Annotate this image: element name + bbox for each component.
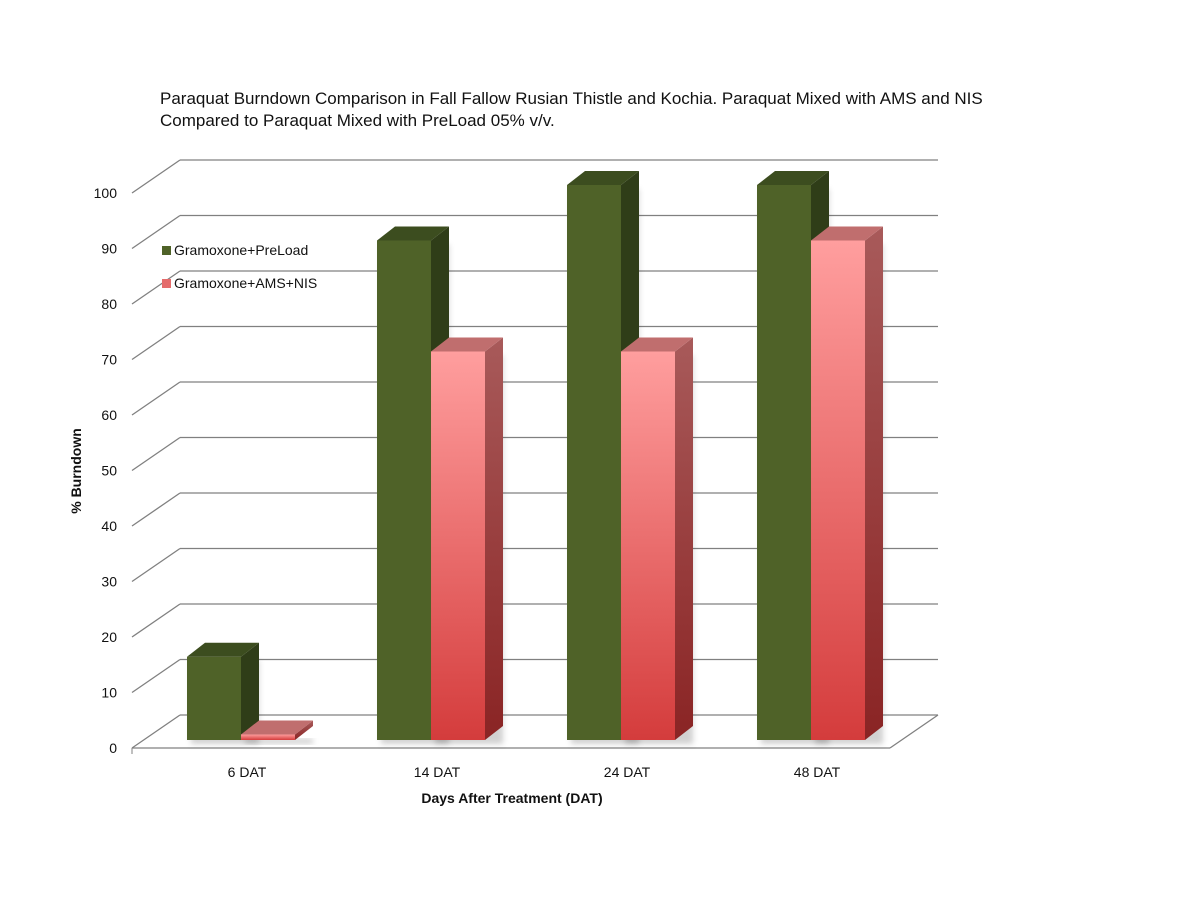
bar-gramoxone-preload-6-dat [187, 642, 259, 744]
bar-top [187, 642, 259, 657]
bar-front [621, 351, 675, 740]
gridline-depth-20 [131, 603, 181, 638]
bar-shadow [245, 738, 313, 744]
bar-gramoxone-ams-nis-24-dat [621, 337, 693, 744]
chart-title: Paraquat Burndown Comparison in Fall Fal… [160, 88, 1120, 132]
x-tick-label-48-dat: 48 DAT [794, 764, 841, 780]
y-tick-label-10: 10 [101, 685, 117, 701]
x-tick-label-6-dat: 6 DAT [228, 764, 267, 780]
gridline-depth-50 [131, 436, 181, 472]
y-tick-label-50: 50 [101, 463, 117, 479]
bar-front [431, 351, 485, 740]
bar-side [485, 337, 503, 740]
bar-front [241, 734, 295, 740]
y-tick-label-70: 70 [101, 352, 117, 368]
chart-title-line-1: Paraquat Burndown Comparison in Fall Fal… [160, 89, 983, 108]
bar-gramoxone-ams-nis-48-dat [811, 226, 883, 744]
legend-item-2: Gramoxone+AMS+NIS [162, 275, 317, 291]
chart-title-line-2: Compared to Paraquat Mixed with PreLoad … [160, 111, 555, 130]
y-tick-label-20: 20 [101, 629, 117, 645]
y-tick-label-90: 90 [101, 241, 117, 257]
bar-top [811, 226, 883, 241]
x-tick-label-24-dat: 24 DAT [604, 764, 651, 780]
y-tick-label-40: 40 [101, 518, 117, 534]
gridline-depth-30 [131, 547, 181, 583]
bar-front [187, 656, 241, 740]
bar-top [567, 171, 639, 185]
bar-top [431, 337, 503, 352]
bar-gramoxone-ams-nis-6-dat [241, 720, 313, 744]
bar-top [241, 720, 313, 735]
bar-front [567, 185, 621, 740]
y-tick-label-60: 60 [101, 407, 117, 423]
gridline-depth-0 [131, 714, 181, 749]
gridline-depth-70 [131, 325, 181, 361]
bar-front [757, 185, 811, 740]
floor-right-edge [889, 714, 939, 749]
y-tick-label-0: 0 [109, 740, 117, 756]
legend-swatch [162, 279, 171, 288]
bars [187, 171, 883, 744]
tick-labels: 0 10 20 30 40 50 60 70 80 90 100 6 DAT 14 DAT 24 DAT 4… [94, 185, 841, 780]
legend-item-1: Gramoxone+PreLoad [162, 242, 308, 258]
bar-gramoxone-ams-nis-14-dat [431, 337, 503, 744]
legend-label: Gramoxone+PreLoad [174, 242, 308, 258]
gridline-depth-40 [131, 492, 181, 527]
bar-top [377, 226, 449, 241]
y-tick-label-30: 30 [101, 574, 117, 590]
gridline-depth-10 [131, 658, 181, 694]
bar-front [377, 240, 431, 740]
x-axis-title: Days After Treatment (DAT) [421, 790, 602, 806]
bar-top [621, 337, 693, 352]
gridline-depth-90 [131, 214, 181, 250]
bar-side [675, 337, 693, 740]
gridline-depth-60 [131, 381, 181, 416]
bar-side [241, 642, 259, 740]
gridline-depth-80 [131, 270, 181, 305]
legend: Gramoxone+PreLoad Gramoxone+AMS+NIS [162, 242, 317, 291]
legend-swatch [162, 246, 171, 255]
y-tick-label-80: 80 [101, 296, 117, 312]
axes [131, 714, 939, 754]
y-axis-title: % Burndown [68, 428, 84, 514]
bar-top [757, 171, 829, 185]
legend-label: Gramoxone+AMS+NIS [174, 275, 317, 291]
bar-side [865, 226, 883, 740]
bar-side [295, 720, 313, 740]
gridline-depth-100 [131, 159, 181, 194]
x-tick-label-14-dat: 14 DAT [414, 764, 461, 780]
y-tick-label-100: 100 [94, 185, 118, 201]
bar-front [811, 240, 865, 740]
